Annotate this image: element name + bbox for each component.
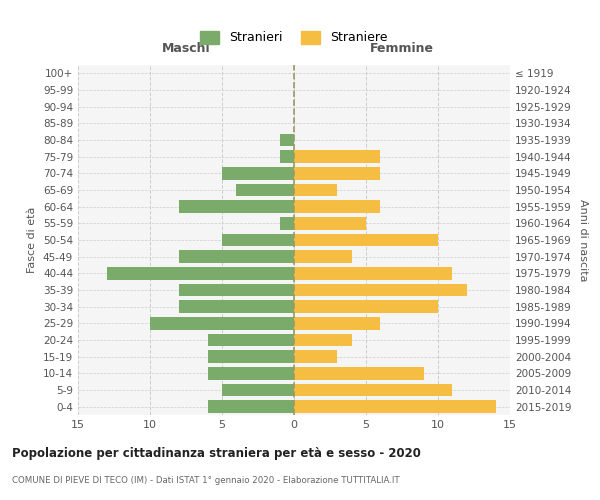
Bar [208, 350, 294, 363]
Bar [294, 367, 424, 380]
Bar [150, 317, 294, 330]
Text: Popolazione per cittadinanza straniera per età e sesso - 2020: Popolazione per cittadinanza straniera p… [12, 448, 421, 460]
Text: COMUNE DI PIEVE DI TECO (IM) - Dati ISTAT 1° gennaio 2020 - Elaborazione TUTTITA: COMUNE DI PIEVE DI TECO (IM) - Dati ISTA… [12, 476, 400, 485]
Bar [208, 334, 294, 346]
Bar [294, 400, 496, 413]
Bar [222, 167, 294, 179]
Bar [179, 284, 294, 296]
Bar [222, 384, 294, 396]
Bar [107, 267, 294, 280]
Bar [294, 300, 438, 313]
Bar [294, 284, 467, 296]
Bar [294, 234, 438, 246]
Bar [280, 217, 294, 230]
Bar [208, 400, 294, 413]
Bar [294, 200, 380, 213]
Bar [179, 250, 294, 263]
Text: Femmine: Femmine [370, 42, 434, 55]
Bar [294, 317, 380, 330]
Bar [294, 334, 352, 346]
Bar [236, 184, 294, 196]
Bar [294, 384, 452, 396]
Bar [294, 250, 352, 263]
Bar [294, 184, 337, 196]
Legend: Stranieri, Straniere: Stranieri, Straniere [196, 26, 392, 50]
Bar [294, 150, 380, 163]
Y-axis label: Anni di nascita: Anni di nascita [578, 198, 588, 281]
Bar [294, 217, 366, 230]
Y-axis label: Fasce di età: Fasce di età [28, 207, 37, 273]
Bar [294, 267, 452, 280]
Bar [280, 134, 294, 146]
Bar [280, 150, 294, 163]
Bar [294, 350, 337, 363]
Bar [222, 234, 294, 246]
Text: Maschi: Maschi [161, 42, 211, 55]
Bar [294, 167, 380, 179]
Bar [179, 300, 294, 313]
Bar [208, 367, 294, 380]
Bar [179, 200, 294, 213]
